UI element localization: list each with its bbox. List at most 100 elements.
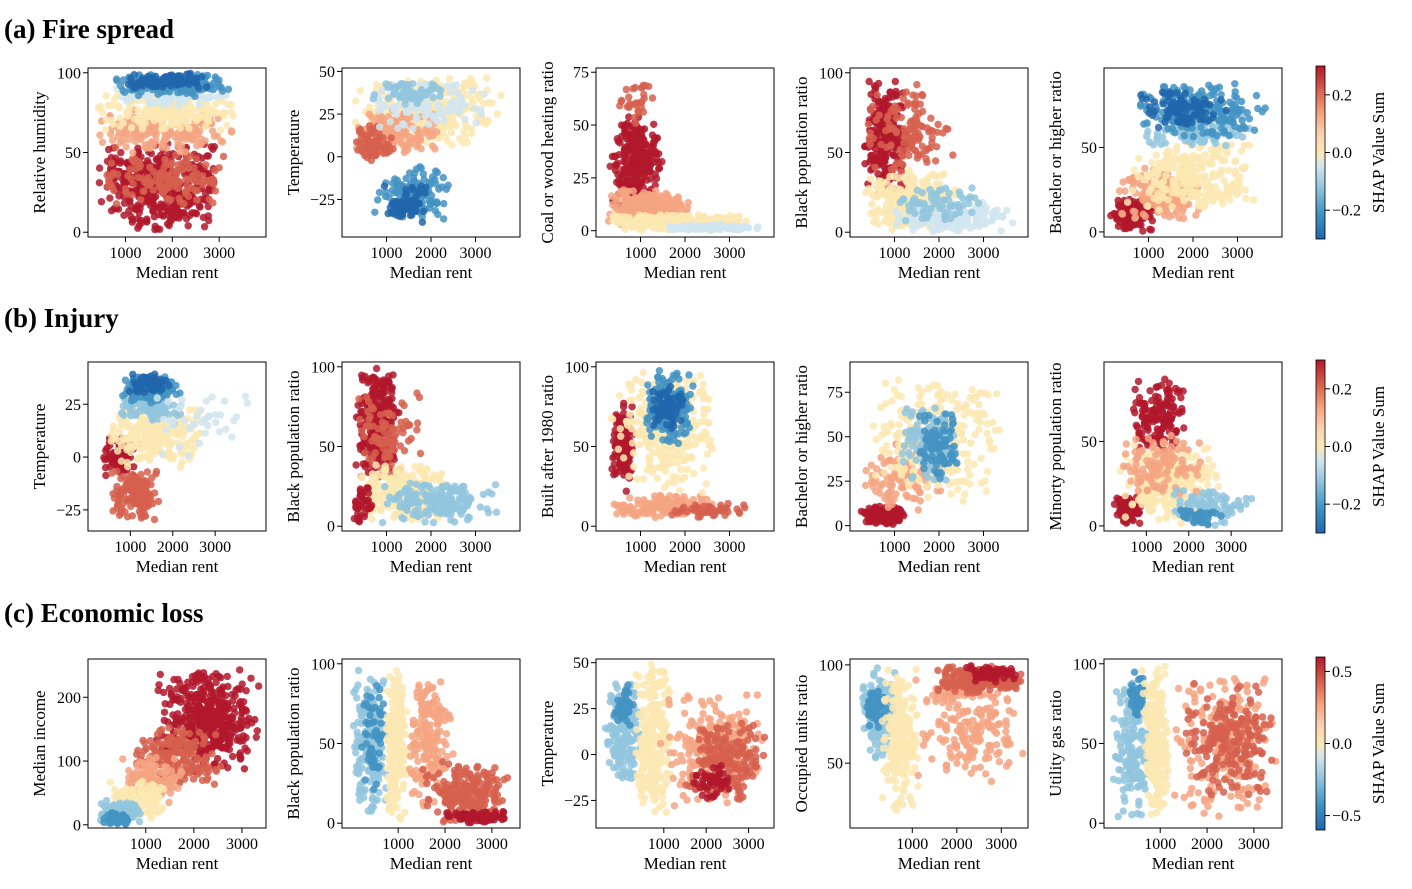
- scatter-point: [700, 212, 708, 220]
- scatter-point: [912, 92, 920, 100]
- scatter-point: [670, 225, 679, 234]
- scatter-point: [198, 172, 207, 180]
- scatter-point: [1221, 156, 1229, 165]
- scatter-point: [405, 197, 413, 205]
- scatter-point: [897, 113, 905, 122]
- scatter-point: [109, 169, 117, 177]
- scatter-point: [1188, 124, 1196, 132]
- scatter-point: [134, 144, 142, 152]
- scatter-point: [205, 186, 213, 194]
- scatter-point: [480, 100, 488, 108]
- scatter-point: [174, 111, 182, 119]
- scatter-point: [944, 208, 952, 216]
- scatter-point: [1162, 172, 1170, 180]
- y-tick-label: 100: [819, 65, 843, 82]
- scatter-point: [974, 199, 983, 207]
- y-axis-label: Relative humidity: [30, 91, 49, 214]
- scatter-point: [1197, 123, 1205, 132]
- y-axis-label: Bachelor or higher ratio: [1046, 71, 1065, 234]
- scatter-point: [918, 178, 927, 186]
- scatter-point: [903, 101, 912, 109]
- scatter-point: [393, 197, 402, 205]
- scatter-point: [869, 134, 877, 142]
- scatter-point: [1121, 187, 1129, 195]
- scatter-point: [459, 84, 468, 92]
- scatter-point: [394, 124, 402, 132]
- scatter-point: [439, 215, 448, 223]
- scatter-point: [900, 139, 908, 147]
- scatter-point: [968, 184, 976, 192]
- scatter-point: [123, 112, 132, 120]
- scatter-point: [621, 225, 629, 233]
- scatter-point: [417, 164, 425, 172]
- scatter-point: [924, 173, 933, 182]
- scatter-point: [865, 185, 873, 193]
- scatter-point: [622, 85, 630, 94]
- scatter-point: [109, 186, 118, 194]
- scatter-point: [621, 121, 629, 129]
- scatter-point: [151, 222, 159, 230]
- scatter-point: [102, 116, 111, 124]
- scatter-point: [374, 142, 383, 150]
- scatter-point: [155, 210, 163, 219]
- scatter-point: [352, 138, 361, 146]
- scatter-point: [161, 113, 169, 122]
- scatter-point: [866, 129, 874, 137]
- scatter-point: [182, 135, 190, 143]
- scatter-point: [175, 178, 183, 186]
- scatter-point: [395, 92, 403, 100]
- scatter-point: [956, 191, 964, 199]
- scatter-point: [1180, 131, 1189, 140]
- scatter-point: [625, 93, 633, 101]
- scatter-point: [159, 125, 168, 133]
- scatter-point: [1235, 178, 1243, 187]
- scatter-point: [191, 77, 200, 85]
- scatter-point: [439, 173, 447, 182]
- scatter-point: [447, 88, 455, 97]
- section-a-label: (a) Fire spread: [4, 14, 174, 44]
- scatter-point: [147, 149, 155, 158]
- scatter-point: [155, 98, 164, 106]
- scatter-point: [453, 81, 461, 89]
- scatter-point: [622, 165, 630, 173]
- scatter-point: [926, 222, 934, 230]
- scatter-point: [152, 156, 161, 164]
- scatter-points: [94, 69, 237, 234]
- scatter-point: [1197, 108, 1205, 116]
- scatter-point: [95, 179, 104, 187]
- scatter-point: [1143, 202, 1152, 210]
- scatter-point: [138, 124, 147, 133]
- scatter-point: [96, 102, 105, 111]
- scatter-point: [634, 108, 643, 116]
- scatter-point: [884, 209, 892, 218]
- scatter-point: [614, 197, 622, 205]
- scatter-point: [929, 127, 937, 135]
- scatter-point: [1189, 156, 1197, 164]
- scatter-point: [1118, 210, 1127, 218]
- scatter-point: [899, 94, 907, 103]
- scatter-point: [366, 130, 374, 138]
- scatter-point: [448, 141, 456, 149]
- scatter-point: [911, 105, 919, 113]
- scatter-point: [365, 122, 374, 130]
- scatter-point: [640, 172, 649, 181]
- scatter-point: [355, 126, 364, 135]
- scatter-point: [916, 221, 924, 229]
- scatter-point: [364, 141, 373, 149]
- scatter-point: [867, 151, 875, 160]
- x-tick-label: 2000: [415, 245, 447, 262]
- scatter-point: [110, 95, 119, 104]
- scatter-point: [166, 99, 174, 108]
- section-b-label: (b) Injury: [4, 303, 119, 333]
- scatter-point: [196, 127, 204, 135]
- scatter-point: [134, 173, 142, 182]
- scatter-point: [1139, 175, 1148, 184]
- scatter-point: [1145, 138, 1154, 146]
- scatter-point: [119, 76, 128, 84]
- scatter-point: [145, 98, 153, 107]
- scatter-point: [1147, 226, 1156, 234]
- scatter-point: [637, 178, 646, 187]
- scatter-point: [640, 90, 648, 99]
